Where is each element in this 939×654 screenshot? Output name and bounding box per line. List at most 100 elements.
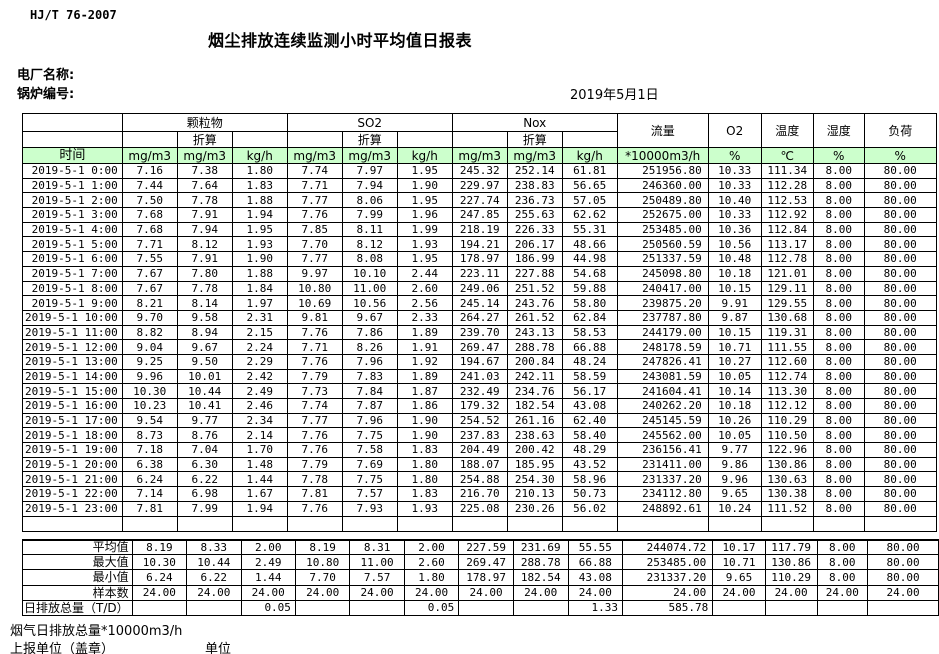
- value-cell: 231337.20: [621, 569, 714, 586]
- value-cell: 59.88: [561, 280, 618, 297]
- value-cell: 24.00: [512, 584, 569, 601]
- value-cell: 1.83: [396, 486, 453, 502]
- value-cell: 7.79: [286, 456, 343, 473]
- value-cell: 11.00: [341, 280, 398, 297]
- value-cell: 7.70: [286, 236, 343, 253]
- value-cell: 7.93: [341, 500, 398, 517]
- unit-cell: mg/m3: [451, 147, 508, 164]
- value-cell: 80.00: [863, 486, 937, 502]
- value-cell: 234112.80: [616, 486, 709, 502]
- value-cell: 239875.20: [616, 295, 709, 311]
- empty-cell: [863, 515, 937, 532]
- value-cell: 9.54: [121, 412, 178, 429]
- value-cell: 66.88: [567, 554, 624, 571]
- time-cell: 2019-5-1 22:00: [22, 486, 123, 502]
- plant-name-label: 电厂名称:: [17, 68, 75, 83]
- value-cell: 7.38: [176, 163, 233, 179]
- group-header-pm: 颗粒物: [121, 113, 288, 132]
- empty-cell: [451, 131, 508, 148]
- value-cell: 251337.59: [616, 251, 709, 267]
- value-cell: 1.70: [231, 442, 288, 458]
- value-cell: 10.30: [131, 554, 188, 571]
- value-cell: 243.76: [506, 295, 563, 311]
- value-cell: 1.48: [231, 456, 288, 473]
- empty-cell: [561, 131, 618, 148]
- value-cell: 10.05: [707, 368, 762, 385]
- value-cell: 8.00: [816, 554, 869, 571]
- value-cell: 10.48: [707, 251, 762, 267]
- value-cell: 1.90: [396, 427, 453, 444]
- value-cell: 112.92: [760, 207, 814, 223]
- value-cell: 1.93: [396, 500, 453, 517]
- value-cell: 182.54: [506, 398, 563, 414]
- value-cell: 269.47: [458, 554, 514, 571]
- value-cell: 7.69: [341, 456, 398, 473]
- value-cell: 2.46: [231, 398, 288, 414]
- value-cell: 7.57: [341, 486, 398, 502]
- value-cell: 8.00: [812, 486, 865, 502]
- value-cell: 10.44: [176, 383, 233, 399]
- empty-cell: [121, 515, 178, 532]
- value-cell: 58.96: [561, 471, 618, 488]
- value-cell: 227.74: [451, 192, 508, 209]
- value-cell: 254.52: [451, 412, 508, 429]
- value-cell: 10.23: [121, 398, 178, 414]
- value-cell: 58.53: [561, 324, 618, 341]
- value-cell: 7.75: [341, 471, 398, 488]
- value-cell: 7.81: [121, 500, 178, 517]
- value-cell: 1.44: [240, 569, 296, 586]
- empty-cell: [561, 515, 618, 532]
- value-cell: 7.71: [286, 177, 343, 194]
- value-cell: 110.29: [760, 412, 814, 429]
- value-cell: 1.95: [396, 163, 453, 179]
- value-cell: 10.14: [707, 383, 762, 399]
- value-cell: 10.56: [707, 236, 762, 253]
- value-cell: 130.63: [760, 471, 814, 488]
- time-cell: 2019-5-1 20:00: [22, 456, 123, 473]
- value-cell: 249.06: [451, 280, 508, 297]
- value-cell: 8.19: [294, 538, 351, 556]
- value-cell: 7.68: [121, 207, 178, 223]
- time-cell: 2019-5-1 0:00: [22, 163, 123, 179]
- value-cell: 1.88: [231, 192, 288, 209]
- value-cell: 10.69: [286, 295, 343, 311]
- value-cell: 130.86: [764, 554, 818, 571]
- value-cell: 112.84: [760, 221, 814, 238]
- value-cell: 8.00: [812, 324, 865, 341]
- value-cell: 24.00: [403, 584, 460, 601]
- summary-row: 样本数 24.00 24.00 24.00 24.00 24.00 24.00 24.00 24…: [22, 584, 939, 601]
- value-cell: 57.05: [561, 192, 618, 209]
- value-cell: 80.00: [863, 236, 937, 253]
- value-cell: 24.00: [349, 584, 405, 601]
- value-cell: 8.00: [812, 207, 865, 223]
- converted-label-so2: 折算: [341, 131, 398, 148]
- value-cell: 223.11: [451, 265, 508, 282]
- value-cell: 9.97: [286, 265, 343, 282]
- value-cell: 24.00: [567, 584, 624, 601]
- value-cell: 24.00: [712, 584, 766, 601]
- table-row: 2019-5-1 2:00 7.50 7.78 1.88 7.77 8.06 1.95 227…: [22, 192, 937, 209]
- value-cell: 80.00: [863, 500, 937, 517]
- value-cell: [764, 599, 818, 616]
- value-cell: 9.96: [121, 368, 178, 385]
- value-cell: 8.00: [812, 339, 865, 355]
- value-cell: 1.67: [231, 486, 288, 502]
- value-cell: 2.34: [231, 412, 288, 429]
- value-cell: 24.00: [186, 584, 242, 601]
- value-cell: 1.89: [396, 368, 453, 385]
- value-cell: 231.69: [512, 538, 569, 556]
- value-cell: 8.12: [341, 236, 398, 253]
- value-cell: 2.44: [396, 265, 453, 282]
- table-row: 2019-5-1 4:00 7.68 7.94 1.95 7.85 8.11 1.99 218…: [22, 221, 937, 238]
- value-cell: 585.78: [621, 599, 714, 616]
- unit-cell: %: [707, 147, 762, 164]
- summary-table: 平均值 8.19 8.33 2.00 8.19 8.31 2.00 227.59 231.69 5…: [22, 538, 939, 616]
- group-header-nox: Nox: [451, 113, 618, 132]
- value-cell: 288.78: [512, 554, 569, 571]
- value-cell: 247826.41: [616, 353, 709, 370]
- value-cell: 178.97: [451, 251, 508, 267]
- value-cell: 252675.00: [616, 207, 709, 223]
- value-cell: 9.65: [712, 569, 766, 586]
- value-cell: 54.68: [561, 265, 618, 282]
- empty-cell: [286, 515, 343, 532]
